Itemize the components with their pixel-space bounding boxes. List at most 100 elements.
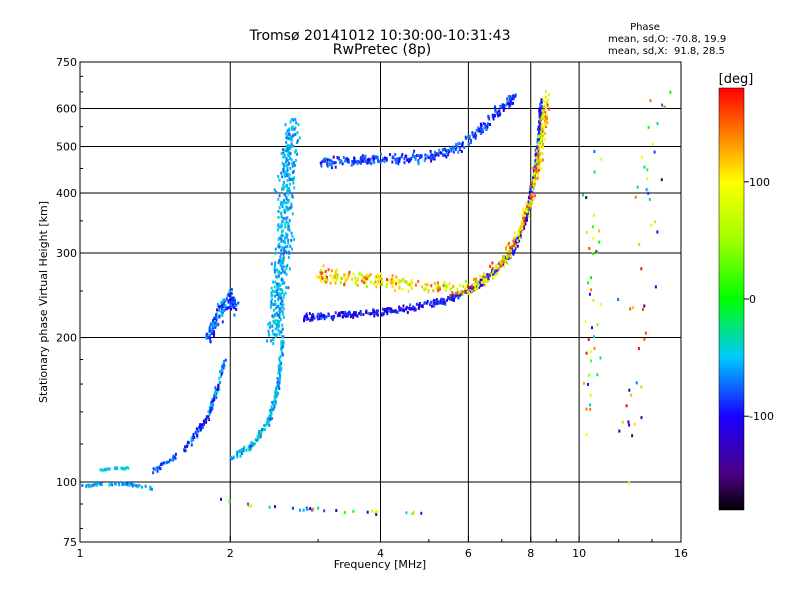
data-point [462,285,465,288]
data-point [273,321,276,325]
data-point [512,252,515,256]
data-point [173,455,176,459]
data-point [283,240,286,244]
data-point [335,509,338,512]
data-point [495,263,498,267]
data-point [354,160,357,164]
data-point [417,162,420,166]
data-point [276,293,279,296]
data-point [480,281,483,284]
data-point [292,134,294,138]
data-point [430,153,432,157]
data-point [297,123,300,126]
data-point [280,234,283,238]
data-point [535,169,538,173]
data-point [276,392,279,396]
data-point [287,200,290,204]
data-point [344,310,347,314]
data-point [353,311,355,315]
data-point [274,263,276,267]
data-point [266,422,269,426]
data-point [293,163,296,167]
data-point [508,98,511,101]
data-point [283,264,286,268]
data-point [359,310,362,313]
data-point [275,385,278,389]
data-point [646,168,649,172]
data-point [225,297,228,301]
x-axis-label: Frequency [MHz] [334,558,426,571]
data-point [463,287,466,291]
data-point [278,381,281,385]
data-point [380,152,382,156]
data-point [207,415,210,419]
data-point [472,135,475,139]
data-point [656,230,659,234]
data-point [540,138,542,142]
data-point [303,315,306,319]
data-point [628,481,631,485]
data-point [466,285,469,288]
data-point [511,244,514,248]
data-point [211,321,214,325]
data-point [507,95,510,99]
data-point [499,104,502,108]
data-point [319,277,322,281]
data-point [149,487,152,491]
data-point [332,155,335,159]
data-point [273,308,275,312]
data-point [417,306,420,310]
data-point [164,461,167,465]
data-point [364,156,367,160]
data-point [517,233,520,237]
data-point [478,129,481,133]
data-point [266,417,269,421]
data-point [278,363,281,367]
data-point [630,393,633,397]
data-point [512,239,515,243]
data-point [285,216,288,220]
data-point [194,430,197,434]
data-point [280,296,282,300]
data-point [186,442,189,446]
data-point [320,279,323,283]
data-point [505,255,508,259]
data-point [541,139,544,143]
data-point [122,481,125,485]
x-tick-label: 4 [377,547,384,560]
data-point [317,275,320,279]
data-point [221,306,224,310]
data-point [634,195,637,199]
data-point [539,161,542,165]
data-point [539,119,542,122]
data-point [216,388,219,392]
data-point [409,303,412,307]
data-point [479,126,482,130]
data-point [273,405,276,409]
data-point [598,229,600,233]
data-point [278,242,281,246]
data-point [461,144,464,148]
data-point [404,155,407,159]
data-point [492,276,494,280]
data-point [371,509,373,513]
data-point [342,156,345,159]
data-point [343,283,346,287]
data-point [299,508,301,512]
data-point [621,420,624,424]
data-point [264,423,267,427]
plot-area [79,61,682,543]
data-point [460,150,463,153]
data-point [288,251,291,255]
data-point [252,442,255,446]
data-point [218,376,221,380]
data-point [114,481,116,485]
data-point [125,482,128,486]
data-point [593,170,596,174]
data-point [158,464,161,468]
data-point [381,159,384,162]
data-point [342,312,345,316]
data-point [92,483,95,487]
data-point [394,309,397,313]
data-point [526,205,529,209]
